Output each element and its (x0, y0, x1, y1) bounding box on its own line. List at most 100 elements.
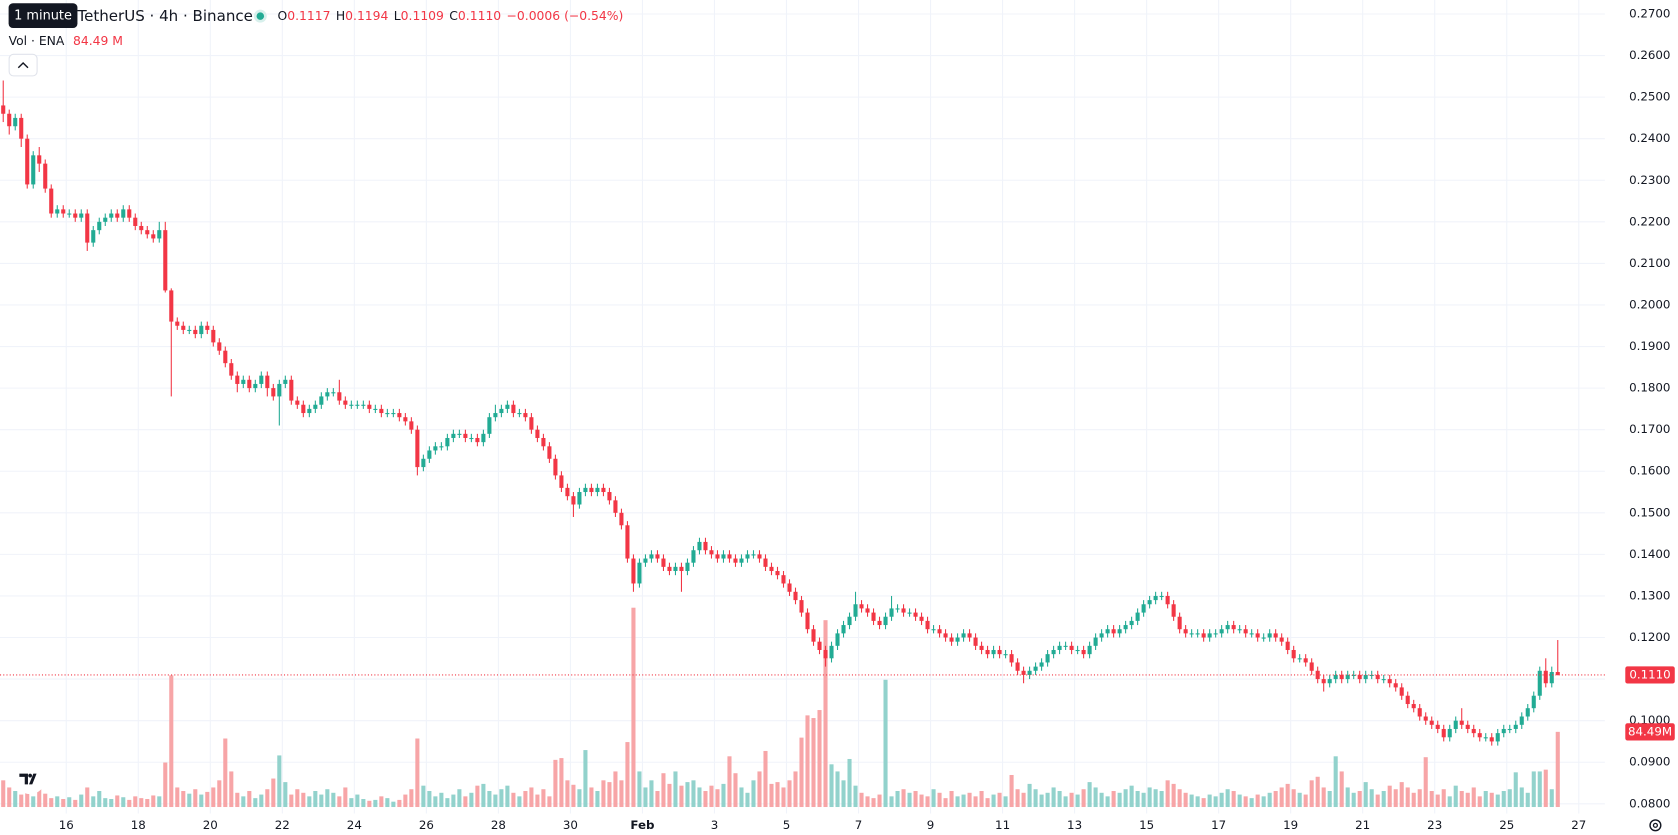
volume-bar (1219, 792, 1224, 808)
logo-bg[interactable] (15, 763, 46, 795)
volume-bar (1189, 794, 1194, 808)
candle-body (301, 404, 306, 414)
candle-body (1555, 672, 1560, 675)
volume-bar (1105, 796, 1110, 808)
volume-bar (289, 794, 294, 808)
candle-body (49, 188, 54, 214)
volume-bar (307, 796, 312, 808)
volume-bar (313, 791, 318, 808)
x-tick-label: 5 (783, 818, 791, 832)
volume-bar (763, 750, 768, 808)
candle-body (757, 554, 762, 559)
volume-bar (91, 796, 96, 808)
volume-bar (1303, 794, 1308, 808)
candle-body (1195, 633, 1200, 635)
gear[interactable] (1649, 819, 1662, 832)
volume-bar (1435, 794, 1440, 808)
ohlc-key: C (449, 9, 458, 23)
candle-body (451, 433, 456, 438)
volume-bar (1393, 789, 1398, 808)
candle-body (871, 612, 876, 621)
volume-bar (145, 799, 150, 808)
x-tick-label: 22 (275, 818, 290, 832)
candle-body (1207, 633, 1212, 638)
candle-body (607, 492, 612, 501)
volume-bar (1075, 794, 1080, 808)
volume-bar (877, 794, 882, 808)
volume-bar (211, 787, 216, 808)
volume-bar (1195, 796, 1200, 808)
candle-body (517, 413, 522, 415)
volume-bar (913, 791, 918, 808)
volume-bar (7, 787, 12, 808)
candle-body (1477, 733, 1482, 738)
volume-bar (541, 789, 546, 808)
volume-bar (1543, 769, 1548, 808)
volume-bar (223, 738, 228, 808)
volume-bar (1405, 787, 1410, 808)
candle-body (703, 541, 708, 551)
volume-bar (469, 792, 474, 808)
candle-body (505, 404, 510, 409)
candle-body (283, 379, 288, 384)
candle-body (1081, 649, 1086, 655)
candle-body (67, 213, 72, 215)
candle-body (145, 230, 150, 235)
volume-bar (1057, 791, 1062, 808)
volume-bar (667, 783, 672, 808)
volume-bar (1129, 785, 1134, 808)
gear-hub[interactable] (1652, 822, 1658, 828)
volume-bar (703, 791, 708, 808)
candle-body (955, 637, 960, 642)
volume-bar (1351, 792, 1356, 808)
volume-bar (1423, 757, 1428, 808)
volume-bar (409, 789, 414, 808)
collapse-chevron[interactable] (17, 61, 29, 69)
candle-body (361, 404, 366, 406)
settings-button[interactable] (1649, 819, 1662, 832)
volume-bar (715, 789, 720, 808)
volume-bar (241, 796, 246, 808)
candle-body (775, 571, 780, 576)
candle-body (733, 558, 738, 563)
candle-body (1495, 733, 1500, 742)
x-tick-label: 16 (59, 818, 74, 832)
ohlc-value: 0.1117 (287, 9, 330, 23)
volume-bar (1069, 792, 1074, 808)
candle-body (73, 213, 78, 218)
candle-body (781, 575, 786, 584)
volume-bar (1255, 794, 1260, 808)
candle-body (271, 388, 276, 397)
candle-body (1255, 633, 1260, 638)
candle-body (1033, 666, 1038, 671)
volume-bar (751, 780, 756, 808)
candle-body (169, 290, 174, 322)
candle-body (1375, 674, 1380, 680)
logo-mark[interactable] (19, 773, 37, 785)
candle-body (661, 558, 666, 567)
collapse-button[interactable] (8, 53, 38, 77)
volume-bar (481, 783, 486, 808)
volume-bar (1411, 792, 1416, 808)
candle-body (103, 217, 108, 222)
candle-body (91, 230, 96, 243)
candle-body (1321, 679, 1326, 684)
ohlc-key: H (336, 9, 345, 23)
candle-body (883, 616, 888, 626)
volume-bar (181, 791, 186, 808)
candle-body (655, 554, 660, 559)
candle-body (547, 446, 552, 459)
volume-bar (757, 771, 762, 808)
tv-logo[interactable] (15, 763, 46, 795)
candle-body (499, 408, 504, 414)
collapse-box[interactable] (8, 53, 38, 77)
volume-bar (1003, 796, 1008, 808)
volume-bar (421, 785, 426, 808)
volume-bar (1141, 792, 1146, 808)
volume-bar (865, 796, 870, 808)
status-dot (256, 12, 265, 20)
candle-body (1441, 728, 1446, 738)
candle-body (679, 566, 684, 572)
volume-bar (1501, 791, 1506, 808)
volume-bar (1135, 791, 1140, 808)
